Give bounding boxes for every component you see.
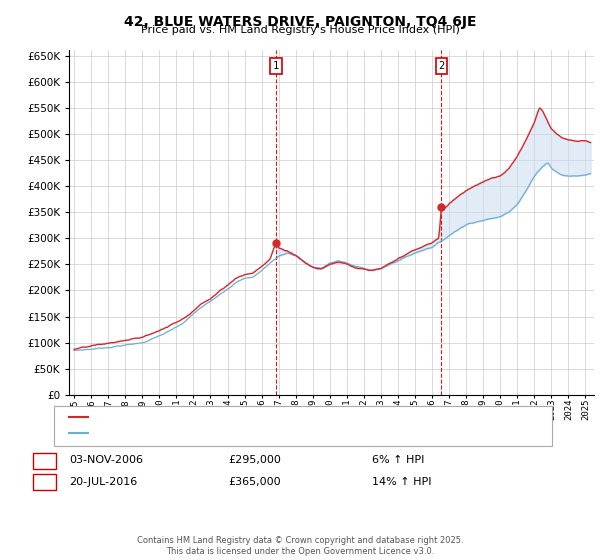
Text: 20-JUL-2016: 20-JUL-2016 — [69, 477, 137, 487]
Text: 14% ↑ HPI: 14% ↑ HPI — [372, 477, 431, 487]
Text: 2: 2 — [41, 477, 48, 487]
Text: Contains HM Land Registry data © Crown copyright and database right 2025.
This d: Contains HM Land Registry data © Crown c… — [137, 536, 463, 556]
Text: £365,000: £365,000 — [228, 477, 281, 487]
Text: £295,000: £295,000 — [228, 455, 281, 465]
Text: 42, BLUE WATERS DRIVE, PAIGNTON, TQ4 6JE: 42, BLUE WATERS DRIVE, PAIGNTON, TQ4 6JE — [124, 15, 476, 29]
Text: HPI: Average price, detached house, Torbay: HPI: Average price, detached house, Torb… — [90, 428, 303, 438]
Text: 03-NOV-2006: 03-NOV-2006 — [69, 455, 143, 465]
Text: 42, BLUE WATERS DRIVE, PAIGNTON, TQ4 6JE (detached house): 42, BLUE WATERS DRIVE, PAIGNTON, TQ4 6JE… — [90, 412, 400, 422]
Text: 1: 1 — [41, 455, 48, 465]
Text: Price paid vs. HM Land Registry's House Price Index (HPI): Price paid vs. HM Land Registry's House … — [140, 25, 460, 35]
Text: 6% ↑ HPI: 6% ↑ HPI — [372, 455, 424, 465]
Text: 2: 2 — [439, 61, 445, 71]
Text: 1: 1 — [273, 61, 279, 71]
